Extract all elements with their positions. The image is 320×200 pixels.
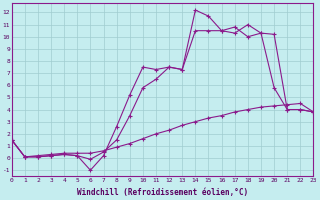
X-axis label: Windchill (Refroidissement éolien,°C): Windchill (Refroidissement éolien,°C) <box>77 188 248 197</box>
